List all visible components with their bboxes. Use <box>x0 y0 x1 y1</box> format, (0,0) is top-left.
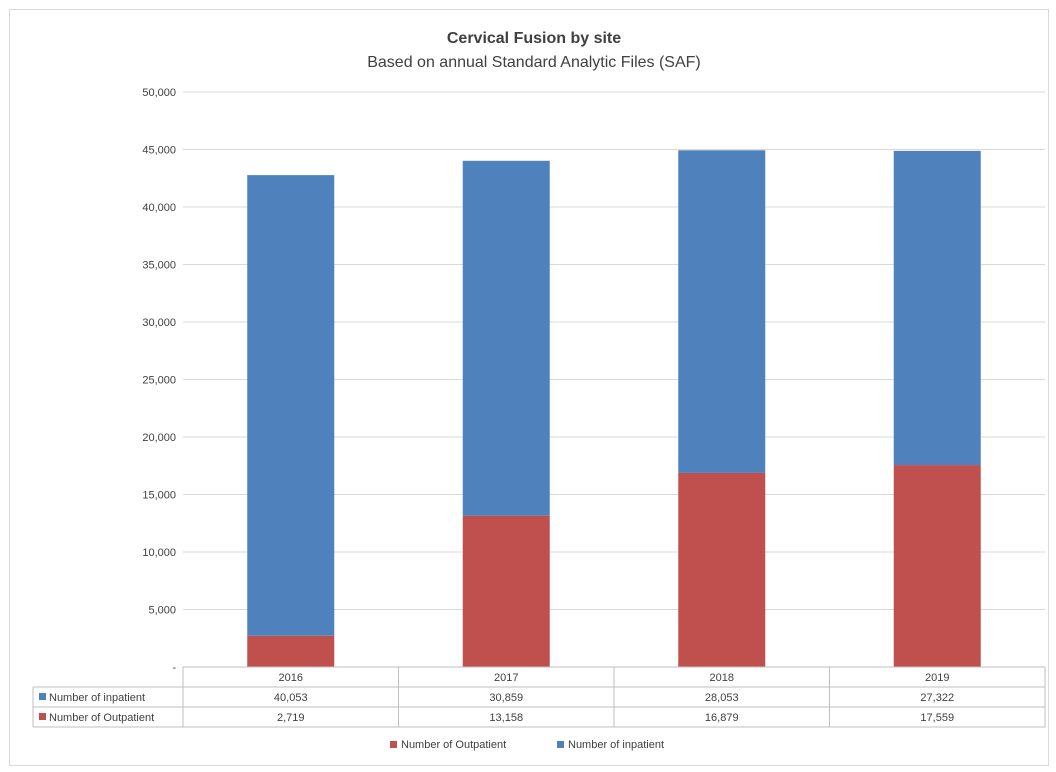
table-value-cell: 27,322 <box>920 692 954 704</box>
table-header-cell: 2018 <box>710 672 734 684</box>
table-value-cell: 40,053 <box>274 692 308 704</box>
y-tick-label: 30,000 <box>142 317 176 329</box>
bar-inpatient-2018 <box>678 150 766 473</box>
table-value-cell: 17,559 <box>920 712 954 724</box>
y-tick-label: 15,000 <box>142 490 176 502</box>
bar-inpatient-2019 <box>893 150 981 466</box>
table-row-label: Number of inpatient <box>49 692 145 704</box>
bar-outpatient-2018 <box>678 472 766 667</box>
bar-inpatient-2017 <box>462 160 550 516</box>
y-tick-label: 5,000 <box>148 605 176 617</box>
table-value-cell: 30,859 <box>489 692 523 704</box>
table-row-label: Number of Outpatient <box>49 712 154 724</box>
table-value-cell: 2,719 <box>277 712 305 724</box>
table-header-cell: 2017 <box>494 672 518 684</box>
chart-svg: Cervical Fusion by site Based on annual … <box>32 30 1046 751</box>
table-header-cell: 2016 <box>279 672 303 684</box>
bar-outpatient-2019 <box>893 465 981 667</box>
table-legend-key <box>39 693 46 700</box>
y-tick-label: 25,000 <box>142 375 176 387</box>
table-value-cell: 16,879 <box>705 712 739 724</box>
y-tick-label: 40,000 <box>142 202 176 214</box>
y-axis: - 5,000 10,000 15,000 20,000 25,000 30,000 35,0… <box>142 87 176 674</box>
legend-label: Number of inpatient <box>568 739 664 751</box>
bar-outpatient-2016 <box>247 635 335 667</box>
legend-label: Number of Outpatient <box>401 739 506 751</box>
table-header-cell: 2019 <box>925 672 949 684</box>
chart-subtitle: Based on annual Standard Analytic Files … <box>367 54 701 71</box>
legend-swatch <box>390 741 397 748</box>
y-tick-label: 20,000 <box>142 432 176 444</box>
y-tick-label: 10,000 <box>142 547 176 559</box>
data-table: 2016 2017 2018 2019 Number of inpatient 40,05… <box>32 666 1046 728</box>
y-tick-label: 50,000 <box>142 87 176 99</box>
chart-title: Cervical Fusion by site <box>447 30 621 47</box>
table-value-cell: 28,053 <box>705 692 739 704</box>
bar-inpatient-2016 <box>247 175 335 636</box>
bar-outpatient-2017 <box>462 515 550 667</box>
y-tick-label: - <box>172 662 176 674</box>
legend: Number of Outpatient Number of inpatient <box>390 739 664 751</box>
table-value-cell: 13,158 <box>489 712 523 724</box>
legend-swatch <box>557 741 564 748</box>
table-legend-key <box>39 713 46 720</box>
y-tick-label: 45,000 <box>142 145 176 157</box>
y-tick-label: 35,000 <box>142 260 176 272</box>
chart-frame: Cervical Fusion by site Based on annual … <box>9 9 1049 766</box>
bars <box>247 150 981 667</box>
